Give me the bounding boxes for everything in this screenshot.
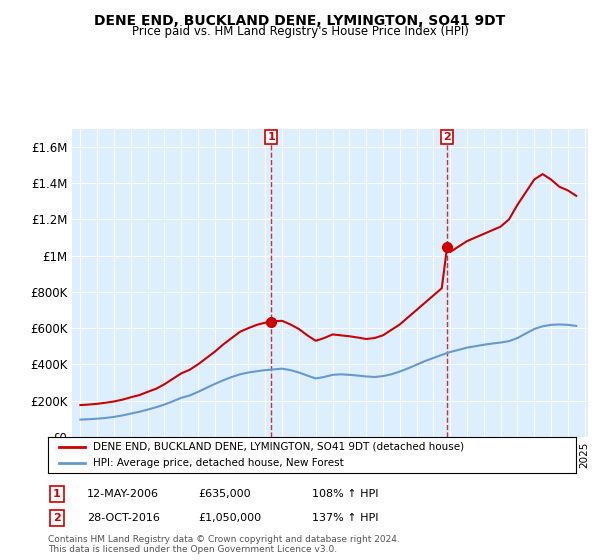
Text: DENE END, BUCKLAND DENE, LYMINGTON, SO41 9DT (detached house): DENE END, BUCKLAND DENE, LYMINGTON, SO41… [93, 442, 464, 452]
Text: 2: 2 [53, 513, 61, 523]
Text: £1,050,000: £1,050,000 [198, 513, 261, 523]
Text: DENE END, BUCKLAND DENE, LYMINGTON, SO41 9DT: DENE END, BUCKLAND DENE, LYMINGTON, SO41… [94, 14, 506, 28]
Text: Contains HM Land Registry data © Crown copyright and database right 2024.
This d: Contains HM Land Registry data © Crown c… [48, 535, 400, 554]
Text: 108% ↑ HPI: 108% ↑ HPI [312, 489, 379, 499]
Text: 2: 2 [443, 132, 451, 142]
Text: Price paid vs. HM Land Registry's House Price Index (HPI): Price paid vs. HM Land Registry's House … [131, 25, 469, 38]
Text: 12-MAY-2006: 12-MAY-2006 [87, 489, 159, 499]
Text: 1: 1 [53, 489, 61, 499]
Text: 1: 1 [268, 132, 275, 142]
Text: £635,000: £635,000 [198, 489, 251, 499]
Text: 28-OCT-2016: 28-OCT-2016 [87, 513, 160, 523]
Text: 137% ↑ HPI: 137% ↑ HPI [312, 513, 379, 523]
Text: HPI: Average price, detached house, New Forest: HPI: Average price, detached house, New … [93, 458, 344, 468]
